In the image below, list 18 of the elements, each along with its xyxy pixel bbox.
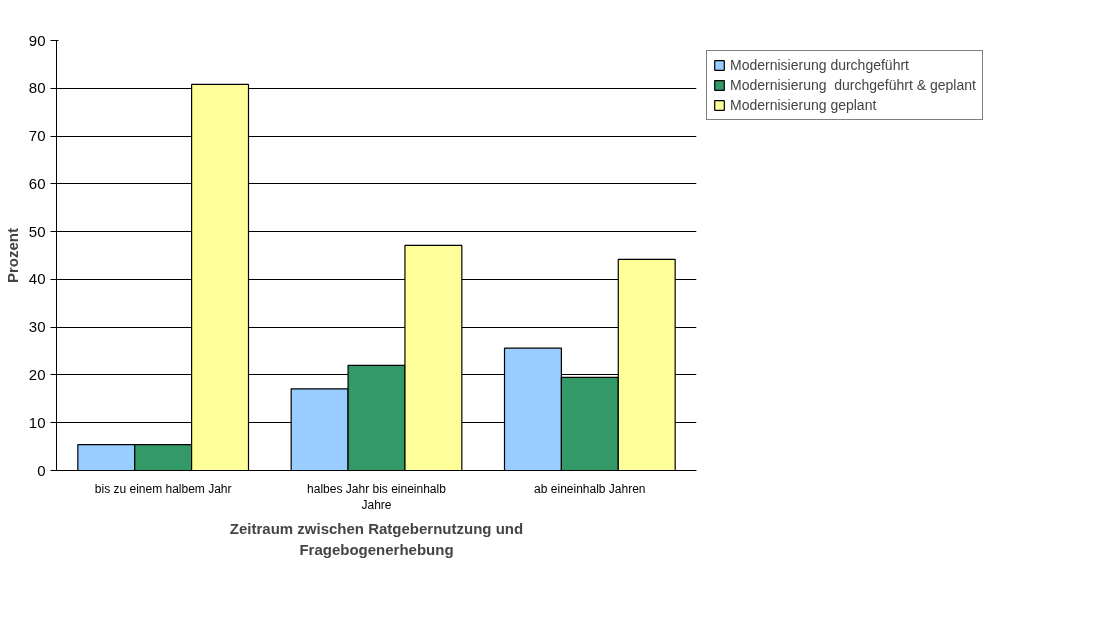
y-tick-label: 80: [28, 79, 46, 97]
x-axis-title: Zeitraum zwischen Ratgebernutzung und Fragebogenerhebung: [229, 520, 524, 558]
legend-label: Modernisierung durchgeführt: [730, 57, 909, 73]
y-tick-label: 90: [28, 31, 46, 49]
legend-label: Modernisierung geplant: [730, 97, 877, 113]
x-tick-label: ab eineinhalb Jahren: [534, 481, 646, 496]
x-tick-label: bis zu einem halbem Jahr: [94, 481, 232, 496]
x-tick-label: halbes Jahr bis eineinhalb Jahre: [307, 481, 447, 513]
y-tick-label: 70: [28, 127, 46, 145]
y-tick-label: 30: [28, 318, 46, 336]
y-tick-label: 60: [28, 174, 46, 192]
y-axis-title: Prozent: [3, 227, 21, 283]
y-tick-label: 20: [28, 365, 46, 383]
legend-label: Modernisierung durchgeführt & geplant: [730, 77, 976, 93]
y-tick-label: 0: [37, 461, 46, 479]
y-tick-label: 40: [28, 270, 46, 288]
y-tick-label: 50: [28, 222, 46, 240]
y-tick-label: 10: [28, 413, 46, 431]
